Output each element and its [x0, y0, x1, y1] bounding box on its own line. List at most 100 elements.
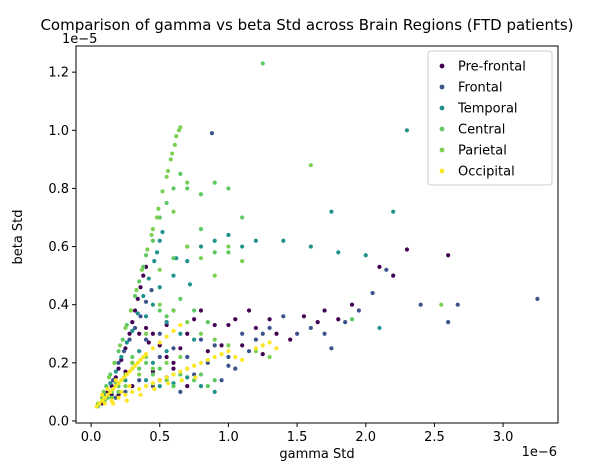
data-point-parietal-39: [137, 372, 142, 377]
data-point-central-26: [212, 250, 217, 255]
data-point-occipital-1: [97, 401, 102, 406]
data-point-pre-frontal-54: [164, 322, 169, 328]
data-point-frontal-14: [171, 346, 176, 351]
data-point-parietal-46: [109, 395, 114, 400]
data-point-parietal-11: [156, 206, 161, 211]
data-point-occipital-37: [192, 363, 197, 368]
data-point-parietal-34: [212, 337, 217, 342]
data-point-pre-frontal-27: [246, 308, 252, 313]
data-point-central-10: [137, 279, 142, 284]
data-point-occipital-40: [212, 354, 217, 360]
data-point-pre-frontal-5: [116, 366, 121, 371]
data-point-frontal-7: [138, 314, 143, 319]
data-point-frontal-22: [267, 325, 272, 331]
data-point-pre-frontal-46: [116, 392, 121, 397]
y-axis-label: beta Std: [11, 209, 26, 264]
data-point-parietal-37: [267, 354, 272, 360]
data-point-parietal-24: [439, 302, 444, 307]
data-point-parietal-17: [176, 128, 182, 133]
data-point-occipital-59: [179, 378, 184, 383]
data-point-parietal-27: [212, 273, 217, 278]
data-point-frontal-50: [246, 349, 252, 354]
data-point-pre-frontal-51: [260, 352, 265, 357]
data-point-central-31: [178, 296, 183, 301]
y-axis: 0.0 0.2 0.4 0.6 0.8 1.0 1.2: [48, 66, 76, 429]
data-point-parietal-26: [198, 256, 204, 261]
data-point-frontal-28: [343, 320, 348, 325]
data-point-parietal-49: [185, 180, 190, 185]
data-point-pre-frontal-23: [198, 308, 204, 313]
data-point-parietal-22: [149, 232, 154, 238]
x-tick-label-2: 1.0: [218, 430, 239, 445]
data-point-occipital-22: [171, 328, 176, 333]
data-point-occipital-45: [253, 346, 258, 351]
data-point-occipital-20: [157, 340, 162, 345]
data-point-frontal-42: [233, 366, 238, 371]
plot-area: [75, 45, 559, 424]
data-point-parietal-7: [134, 288, 139, 293]
data-point-parietal-30: [157, 302, 162, 307]
data-point-frontal-16: [198, 337, 204, 342]
points-layer: [94, 61, 540, 409]
data-point-parietal-38: [130, 360, 135, 365]
data-point-pre-frontal-13: [141, 273, 146, 278]
data-point-parietal-20: [164, 174, 169, 179]
data-point-parietal-31: [171, 308, 176, 313]
data-point-pre-frontal-50: [240, 343, 245, 348]
data-point-pre-frontal-48: [150, 369, 155, 374]
data-point-occipital-58: [165, 381, 171, 386]
data-point-parietal-4: [117, 343, 123, 348]
data-point-occipital-51: [119, 389, 124, 394]
data-point-temporal-7: [135, 311, 140, 316]
data-point-occipital-56: [138, 392, 143, 397]
data-point-frontal-9: [149, 288, 154, 293]
data-point-frontal-4: [121, 349, 127, 354]
data-point-pre-frontal-20: [171, 360, 176, 365]
legend-label-2: Temporal: [457, 102, 518, 117]
data-point-frontal-24: [294, 331, 300, 336]
data-point-pre-frontal-29: [267, 317, 272, 322]
data-point-temporal-27: [363, 253, 368, 258]
data-point-parietal-15: [174, 134, 179, 139]
data-point-temporal-15: [150, 302, 155, 307]
data-point-frontal-25: [308, 325, 313, 331]
data-point-occipital-17: [141, 354, 146, 360]
data-point-frontal-31: [384, 267, 389, 272]
data-point-occipital-29: [137, 386, 142, 392]
data-point-parietal-43: [178, 354, 183, 360]
axes-frame: [75, 45, 559, 424]
data-point-occipital-46: [260, 343, 265, 348]
data-point-frontal-21: [260, 331, 265, 336]
data-point-pre-frontal-11: [135, 296, 140, 301]
legend-label-3: Central: [458, 123, 505, 138]
data-point-central-18: [185, 186, 190, 191]
data-point-occipital-5: [108, 389, 113, 394]
data-point-frontal-38: [178, 389, 183, 394]
data-point-occipital-41: [219, 352, 224, 357]
data-point-central-34: [349, 317, 355, 322]
data-point-temporal-17: [171, 273, 176, 278]
data-point-frontal-44: [123, 389, 128, 394]
data-point-parietal-14: [170, 151, 175, 156]
data-point-temporal-9: [146, 276, 151, 281]
data-point-temporal-23: [253, 238, 258, 243]
data-point-central-32: [192, 308, 197, 313]
data-point-temporal-35: [137, 349, 142, 354]
y-tick-label-1: 0.2: [48, 356, 69, 371]
data-point-frontal-48: [209, 131, 215, 136]
data-point-central-13: [150, 238, 155, 243]
data-point-pre-frontal-32: [301, 314, 307, 319]
data-point-central-46: [205, 383, 210, 389]
legend-label-5: Occipital: [458, 165, 515, 180]
data-point-pre-frontal-36: [349, 302, 355, 307]
data-point-occipital-50: [113, 378, 118, 383]
data-point-occipital-3: [102, 395, 107, 400]
data-point-central-29: [157, 308, 162, 313]
data-point-occipital-26: [116, 395, 121, 400]
data-point-occipital-47: [267, 340, 272, 345]
data-point-temporal-10: [152, 259, 157, 264]
x-tick-label-5: 2.5: [424, 430, 445, 445]
data-point-occipital-16: [138, 357, 143, 363]
data-point-pre-frontal-40: [446, 253, 451, 258]
data-point-temporal-25: [308, 244, 313, 249]
